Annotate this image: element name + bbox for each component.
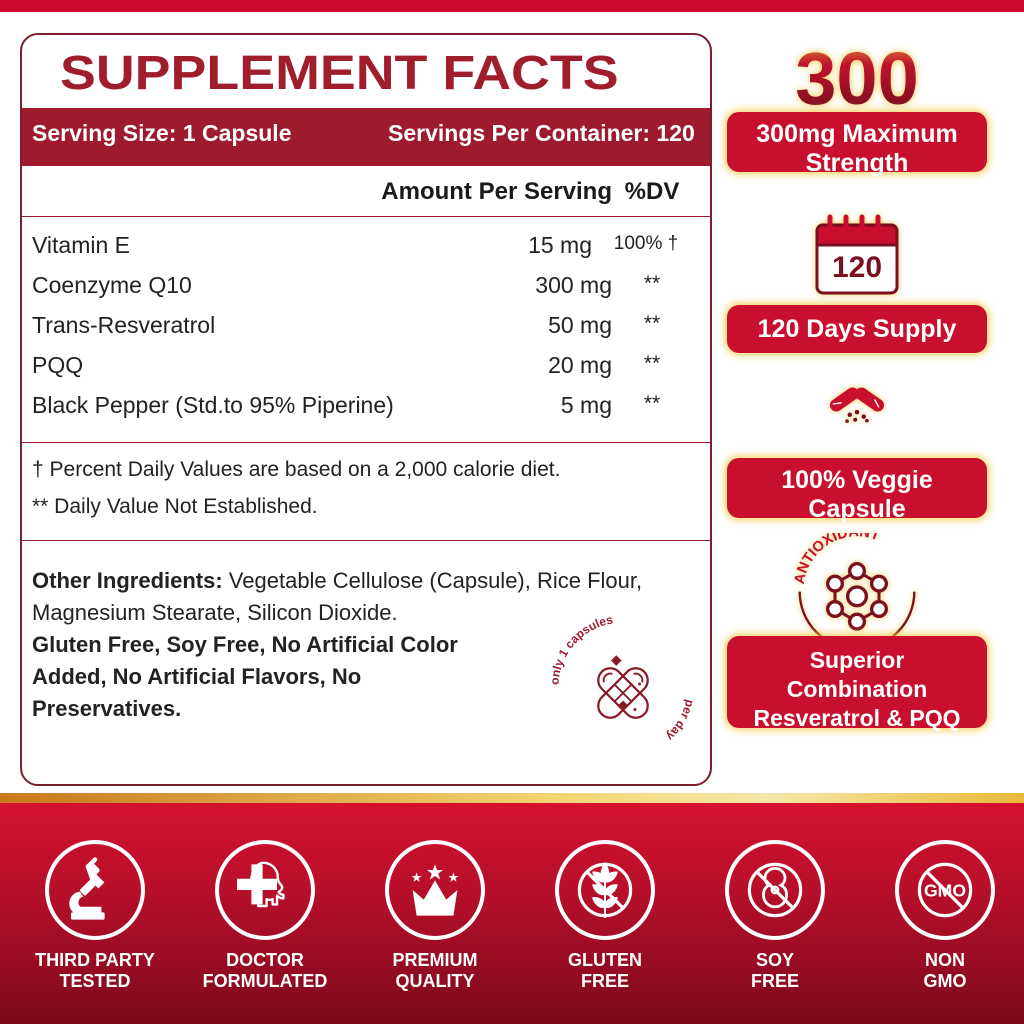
svg-text:per day: per day xyxy=(663,698,697,743)
svg-text:only 1 capsules: only 1 capsules xyxy=(548,612,614,685)
svg-text:120: 120 xyxy=(832,251,882,284)
